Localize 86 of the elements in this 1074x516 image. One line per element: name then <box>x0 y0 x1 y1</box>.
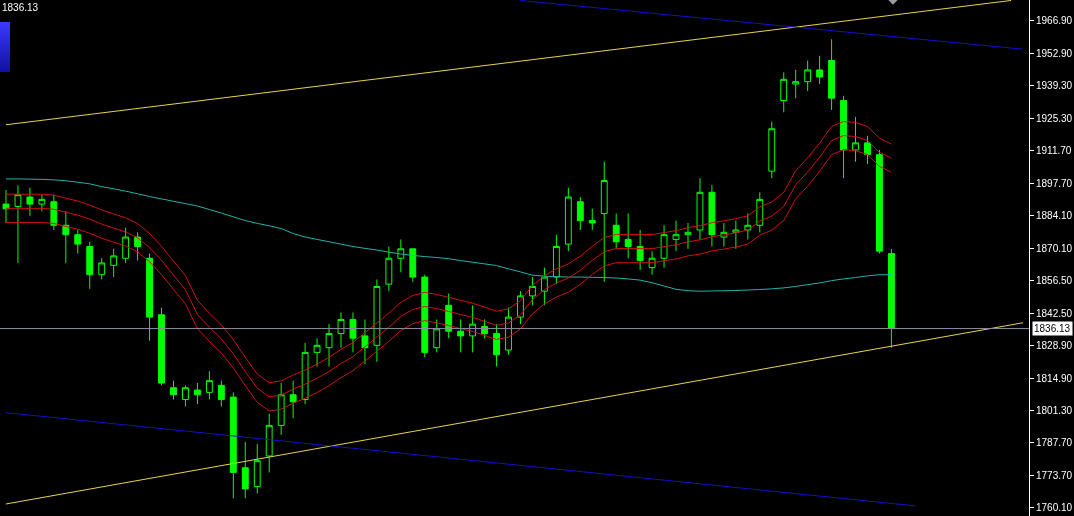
ref-line-label: 1836.13 <box>1034 323 1071 334</box>
candlestick <box>887 248 895 349</box>
candlestick <box>313 337 321 368</box>
line-series <box>5 178 892 292</box>
candlestick <box>26 187 34 217</box>
candlestick <box>2 189 10 224</box>
candlestick <box>732 220 740 250</box>
candlestick <box>253 443 261 495</box>
candlestick <box>780 71 788 113</box>
candlestick <box>864 135 871 165</box>
candlestick <box>648 250 656 276</box>
candlestick <box>205 370 213 400</box>
candlestick <box>74 229 82 255</box>
y-tick-label: 1801.30 <box>1036 405 1073 417</box>
candlestick <box>636 229 644 271</box>
candlestick <box>289 380 297 419</box>
candlestick <box>529 276 536 306</box>
y-tick-label: 1828.90 <box>1036 340 1073 352</box>
candlestick <box>337 311 345 349</box>
candlestick <box>624 213 632 259</box>
candlestick <box>146 253 153 342</box>
candlestick <box>122 227 130 264</box>
candlestick <box>660 224 668 269</box>
candlestick <box>816 55 824 85</box>
candlestick <box>98 257 106 280</box>
candlestick <box>50 194 58 231</box>
annotation: 1836.13 <box>2 2 39 13</box>
candlestick <box>265 413 273 473</box>
candlestick <box>385 245 393 292</box>
candlestick <box>134 231 142 262</box>
candlestick <box>612 213 620 250</box>
candlestick <box>600 161 608 283</box>
y-tick-label: 1939.30 <box>1036 80 1073 92</box>
candlestick <box>217 380 225 408</box>
candlestick <box>421 274 429 358</box>
y-tick-label: 1842.50 <box>1036 308 1073 320</box>
y-tick-label: 1814.90 <box>1036 373 1073 385</box>
candlestick <box>588 208 596 231</box>
candlestick <box>241 441 249 499</box>
y-tick-label: 1966.90 <box>1036 15 1073 27</box>
y-tick-label: 1773.70 <box>1036 470 1073 482</box>
candlestick <box>828 38 836 111</box>
candlestick <box>708 184 716 247</box>
y-tick-label: 1870.10 <box>1036 243 1073 255</box>
candlestick <box>804 60 812 92</box>
candlestick <box>840 95 847 179</box>
y-tick-label: 1787.70 <box>1036 437 1073 449</box>
candlestick <box>14 184 22 264</box>
candlestick <box>696 177 704 240</box>
candlestick <box>457 318 465 353</box>
candlestick <box>62 210 70 264</box>
y-tick-label: 1856.50 <box>1036 275 1073 287</box>
candlestick <box>349 311 357 353</box>
candlestick <box>576 196 584 231</box>
candlestick <box>672 220 680 252</box>
candlestick <box>158 307 165 386</box>
y-tick-label: 1760.10 <box>1036 502 1073 514</box>
candlestick <box>552 234 560 285</box>
candlestick <box>229 391 237 499</box>
candlestick <box>852 116 859 163</box>
candlestick <box>193 382 201 405</box>
candlestick <box>768 121 776 179</box>
candlestick <box>277 382 285 436</box>
candlestick <box>409 248 417 283</box>
candlestick <box>86 241 94 290</box>
candlestick <box>433 318 441 353</box>
y-tick-label: 1897.70 <box>1036 178 1073 190</box>
candlestick <box>373 278 381 363</box>
candlestick <box>170 380 177 400</box>
candlestick <box>110 248 118 278</box>
candlestick <box>182 384 189 408</box>
candlestick <box>792 69 800 99</box>
candlestick <box>38 194 46 212</box>
y-tick-label: 1925.30 <box>1036 113 1073 125</box>
candlestick <box>540 267 548 306</box>
candlestick <box>684 222 692 250</box>
y-tick-label: 1884.10 <box>1036 210 1073 222</box>
candlestick <box>301 342 309 405</box>
candlestick <box>481 318 489 339</box>
candlestick <box>325 323 333 368</box>
y-tick-label: 1911.70 <box>1036 145 1072 157</box>
candlestick <box>876 149 883 255</box>
candlestick <box>564 187 572 252</box>
candlestick <box>361 318 369 365</box>
y-tick-label: 1952.90 <box>1036 48 1073 60</box>
candlestick <box>493 323 500 368</box>
